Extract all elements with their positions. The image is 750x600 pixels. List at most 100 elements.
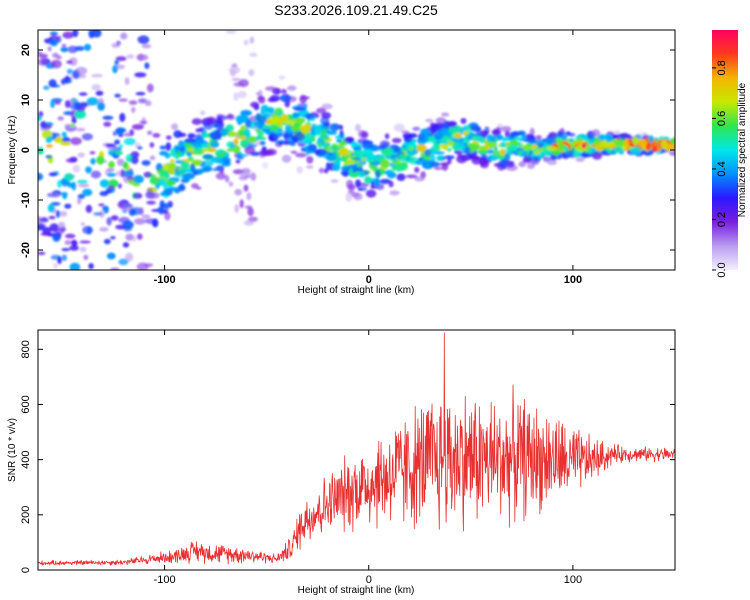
heatmap-cell	[105, 143, 116, 148]
heatmap-cell	[38, 58, 49, 66]
heatmap-cell	[132, 183, 141, 187]
heatmap-cell	[110, 215, 119, 221]
heatmap-cell	[97, 102, 105, 111]
heatmap-cell	[191, 118, 202, 125]
heatmap-cell	[61, 248, 70, 252]
heatmap-cell	[166, 180, 176, 186]
heatmap-cell	[74, 109, 86, 119]
heatmap-cell	[152, 133, 161, 138]
heatmap-cell	[253, 104, 260, 111]
heatmap-cell	[106, 172, 117, 177]
heatmap-cell	[152, 218, 159, 228]
heatmap-cell	[217, 117, 222, 122]
heatmap-cell	[439, 162, 450, 166]
heatmap-cell	[256, 92, 261, 96]
heatmap-cell	[517, 130, 526, 136]
heatmap-cell	[384, 133, 390, 139]
heatmap-cell	[159, 168, 165, 175]
heatmap-cell	[330, 146, 339, 150]
heatmap-cell	[358, 182, 370, 188]
heatmap-cell	[141, 160, 151, 166]
snr-xlabel: Height of straight line (km)	[298, 585, 415, 596]
heatmap-cell	[61, 44, 67, 47]
heatmap-cell	[670, 137, 675, 145]
colorbar-tick-label: 0.0	[716, 262, 728, 277]
heatmap-cell	[379, 178, 391, 184]
heatmap-cell	[394, 146, 402, 153]
heatmap-cell	[430, 124, 436, 134]
colorbar-tick-label: 0.4	[716, 161, 728, 176]
heatmap-cell	[623, 138, 631, 146]
heatmap-cell	[135, 92, 146, 96]
heatmap-cell	[159, 200, 165, 209]
heatmap-cell	[149, 155, 156, 161]
heatmap-cell	[393, 123, 405, 132]
snr-series-line	[38, 332, 675, 566]
heatmap-cell	[575, 157, 585, 162]
heatmap-cell	[69, 156, 78, 163]
heatmap-cell	[433, 166, 443, 170]
heatmap-cell	[115, 127, 125, 135]
heatmap-cell	[55, 210, 61, 218]
heatmap-cell	[235, 159, 241, 164]
heatmap-cell	[249, 115, 258, 122]
heatmap-cell	[50, 192, 60, 198]
heatmap-cell	[219, 167, 224, 175]
heatmap-cell	[120, 32, 128, 40]
heatmap-cell	[471, 156, 482, 165]
heatmap-cell	[122, 161, 129, 169]
heatmap-cell	[198, 127, 205, 133]
snr-plot-area	[38, 330, 675, 570]
heatmap-cell	[72, 164, 81, 173]
heatmap-cell	[648, 135, 654, 144]
heatmap-cell	[137, 233, 143, 240]
heatmap-cell	[83, 43, 92, 51]
heatmap-cell	[380, 159, 390, 169]
heatmap-cell	[79, 74, 86, 79]
heatmap-cell	[107, 184, 115, 191]
spectrogram-y-tick-label: -20	[20, 242, 32, 258]
chart-title: S233.2026.109.21.49.C25	[274, 2, 438, 18]
heatmap-cell	[370, 185, 378, 189]
heatmap-cell	[628, 139, 633, 145]
heatmap-cell	[146, 83, 154, 93]
heatmap-cell	[117, 201, 126, 209]
heatmap-cell	[61, 136, 71, 143]
heatmap-cell	[271, 116, 280, 125]
heatmap-cell	[234, 204, 239, 213]
heatmap-cell	[180, 178, 190, 183]
heatmap-cell	[106, 217, 112, 226]
heatmap-cell	[375, 170, 381, 178]
heatmap-cell	[391, 154, 397, 159]
heatmap-cell	[61, 131, 67, 138]
heatmap-cell	[504, 142, 512, 146]
heatmap-cell	[329, 123, 340, 131]
heatmap-cell	[183, 172, 195, 180]
heatmap-cell	[166, 135, 172, 140]
colorbar-ticks: 0.0 0.2 0.4 0.6 0.8	[712, 60, 728, 278]
heatmap-cell	[509, 147, 518, 151]
heatmap-cell	[287, 85, 297, 91]
heatmap-cell	[347, 184, 356, 191]
heatmap-cell	[91, 74, 103, 78]
heatmap-cell	[69, 123, 75, 128]
heatmap-cell	[90, 170, 102, 179]
heatmap-cell	[381, 147, 392, 157]
heatmap-cell	[587, 148, 593, 155]
heatmap-cell	[49, 39, 58, 47]
heatmap-cell	[614, 140, 626, 147]
heatmap-cell	[285, 124, 293, 133]
snr-y-tick-label: 600	[20, 395, 32, 413]
heatmap-cell	[340, 166, 351, 171]
heatmap-cell	[280, 89, 287, 94]
heatmap-cell	[125, 233, 134, 241]
heatmap-cell	[374, 177, 380, 187]
heatmap-cell	[45, 155, 53, 159]
heatmap-cell	[88, 30, 93, 37]
heatmap-cell	[77, 197, 82, 205]
heatmap-cell	[141, 44, 152, 49]
heatmap-cell	[110, 236, 116, 240]
heatmap-cell	[464, 146, 471, 154]
heatmap-cell	[74, 46, 85, 51]
heatmap-cell	[282, 140, 292, 145]
